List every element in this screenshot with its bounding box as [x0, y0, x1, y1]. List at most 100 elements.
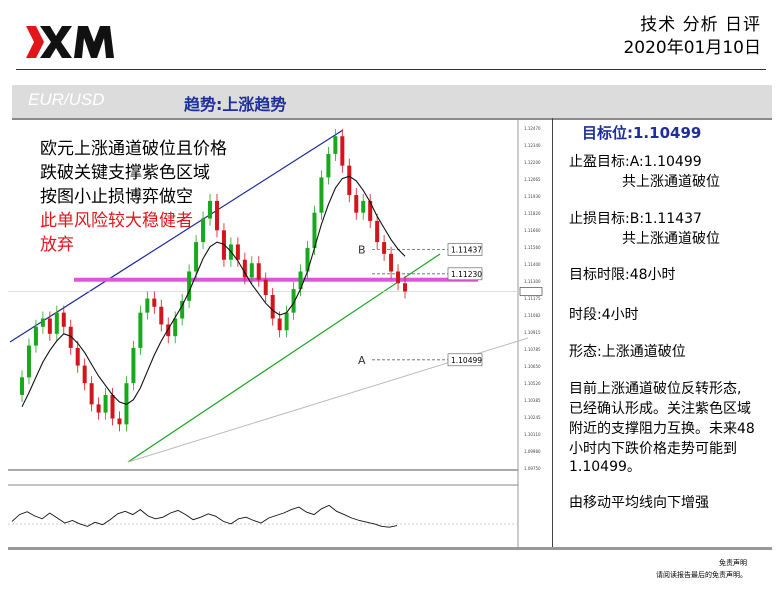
description-line-4: 小时内下跌价格走势可能到: [569, 441, 737, 457]
candle-body: [47, 318, 52, 334]
candle-body: [340, 136, 345, 166]
candle-body: [396, 271, 401, 284]
channel-lower-line: [127, 253, 441, 463]
candle-body: [368, 200, 373, 221]
candle-body: [270, 295, 275, 319]
annotation-line-3: 按图小止损博弈做空: [40, 187, 193, 207]
period: 时段:4小时: [569, 307, 639, 323]
description-line-1: 目前上涨通道破位反转形态,: [569, 381, 742, 397]
y-tick-label: 1.12470: [524, 126, 541, 131]
candle-body: [403, 283, 407, 292]
channel-upper-line: [9, 129, 344, 343]
candle-body: [40, 318, 45, 327]
footer-divider: [8, 547, 772, 550]
annotation-warning-1: 此单风险较大稳健者: [40, 211, 193, 231]
candle-body: [208, 200, 213, 219]
candle-body: [61, 312, 66, 327]
y-tick-label: 1.10915: [524, 330, 541, 335]
candle-body: [375, 220, 380, 243]
annotation-line-2: 跌破关键支撑紫色区域: [40, 163, 210, 183]
stop-loss-note: 共上涨通道破位: [622, 231, 720, 247]
candle-body: [249, 263, 254, 278]
candle-body: [361, 200, 366, 213]
take-profit-note: 共上涨通道破位: [622, 174, 720, 190]
level-value-label: 1.11230: [451, 270, 482, 279]
currency-pair: EUR/USD: [28, 90, 105, 109]
current-price-box: [519, 287, 543, 296]
y-tick-label: 1.12340: [524, 143, 541, 148]
y-tick-label: 1.12200: [524, 160, 541, 165]
candle-body: [26, 345, 31, 378]
candle-body: [347, 165, 352, 196]
y-tick-label: 1.09750: [524, 466, 541, 471]
candle-body: [75, 347, 80, 366]
y-tick-label: 1.10650: [524, 364, 541, 369]
level-marker-A: A: [358, 354, 366, 367]
candle-body: [312, 212, 317, 248]
y-tick-label: 1.11300: [524, 279, 541, 284]
header-divider: [16, 69, 766, 70]
y-tick-label: 1.11082: [524, 313, 541, 318]
candle-body: [159, 306, 164, 325]
price-chart: 1.11437 B 1.11230 1.10499 A 1.12470 1.12340 1.…: [8, 120, 545, 548]
xm-logo: [26, 26, 114, 58]
candle-body: [201, 218, 206, 243]
candle-body: [82, 365, 87, 384]
candle-body: [333, 136, 338, 154]
level-box: [447, 353, 483, 367]
y-tick-label: 1.11930: [524, 194, 541, 199]
candle-body: [187, 271, 192, 301]
disclaimer-text: 请阅读报告最后的免责声明。: [656, 571, 747, 579]
pattern: 形态:上涨通道破位: [569, 344, 686, 360]
candle-body: [389, 253, 394, 272]
y-tick-label: 1.11400: [524, 262, 541, 267]
candle-body: [298, 271, 303, 290]
candle-body: [138, 312, 143, 348]
candle-body: [291, 289, 296, 313]
candle-body: [263, 279, 268, 295]
report-type: 技术 分析 日评: [640, 15, 761, 35]
y-tick-label: 1.10785: [524, 347, 541, 352]
candle-body: [110, 394, 115, 419]
support-zone: [74, 277, 478, 282]
candle-body: [235, 244, 240, 260]
candle-body: [305, 247, 310, 272]
candle-body: [382, 242, 387, 254]
time-limit: 目标时限:48小时: [569, 267, 676, 283]
candle-body: [180, 300, 185, 319]
y-tick-label: 1.11820: [524, 211, 541, 216]
candle-body: [20, 377, 24, 395]
level-box: [447, 243, 483, 256]
candle-body: [89, 383, 94, 405]
candle-body: [33, 326, 38, 346]
y-tick-label: 1.11175: [524, 296, 541, 301]
moving-average-note: 由移动平均线向下增强: [569, 495, 709, 511]
stop-loss-label: 止损目标:B:1.11437: [569, 211, 702, 227]
y-tick-label: 1.11660: [524, 228, 541, 233]
title-band: EUR/USD 趋势:上涨趋势: [12, 85, 772, 120]
report-date: 2020年01月10日: [623, 38, 761, 58]
level-value-label: 1.11437: [451, 245, 482, 254]
candle-body: [194, 242, 199, 272]
y-tick-label: 1.11560: [524, 245, 541, 250]
candle-body: [68, 326, 73, 348]
y-tick-label: 1.09980: [524, 449, 541, 454]
annotation-warning-2: 放弃: [40, 235, 74, 255]
candle-body: [96, 404, 101, 413]
description-line-5: 1.10499。: [569, 459, 641, 475]
candle-body: [103, 394, 108, 413]
candle-body: [284, 312, 289, 331]
candle-body: [117, 418, 122, 425]
disclaimer-title: 免责声明: [719, 559, 747, 567]
candle-body: [54, 312, 59, 334]
candle-body: [319, 177, 324, 213]
y-tick-label: 1.10245: [524, 415, 541, 420]
trend-label: 趋势:上涨趋势: [184, 95, 287, 114]
take-profit-label: 止盈目标:A:1.10499: [569, 154, 702, 170]
column-divider: [552, 118, 553, 548]
candle-body: [354, 195, 359, 213]
candle-body: [214, 200, 219, 231]
y-tick-label: 1.10520: [524, 381, 541, 386]
oscillator-line: [11, 504, 398, 528]
level-value-label: 1.10499: [451, 356, 482, 365]
